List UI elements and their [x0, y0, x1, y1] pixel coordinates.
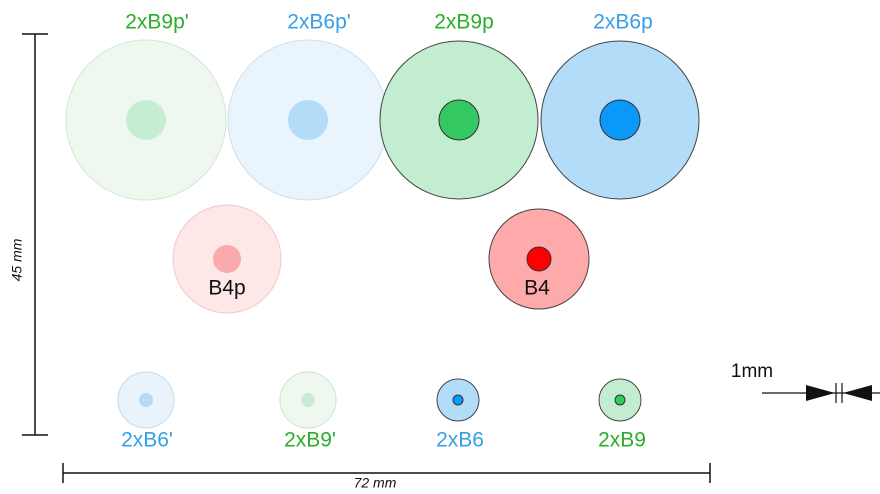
gap-label: 1mm: [731, 361, 773, 382]
circle-inner: [213, 245, 241, 273]
circle-inner: [288, 100, 328, 140]
label: 2xB9p': [125, 11, 189, 34]
label: 2xB9': [284, 429, 336, 452]
circle-inner: [599, 99, 641, 141]
circle-inner: [139, 393, 153, 407]
circle-inner: [526, 246, 552, 272]
label: 2xB6: [436, 429, 484, 452]
arrow: [843, 385, 872, 401]
label: 2xB6p: [593, 11, 653, 34]
label: 2xB6p': [287, 11, 351, 34]
arrow: [806, 385, 835, 401]
circle-inner: [438, 99, 480, 141]
circle-inner: [614, 394, 626, 406]
label: 2xB9p: [434, 11, 494, 34]
scale-label: 45 mm: [9, 238, 25, 281]
circle-inner: [452, 394, 464, 406]
label: 2xB6': [121, 429, 173, 452]
scale-label: 72 mm: [354, 475, 397, 491]
label: B4p: [208, 277, 245, 300]
label: 2xB9: [598, 429, 646, 452]
label: B4: [524, 277, 550, 300]
circle-inner: [301, 393, 315, 407]
circle-inner: [126, 100, 166, 140]
